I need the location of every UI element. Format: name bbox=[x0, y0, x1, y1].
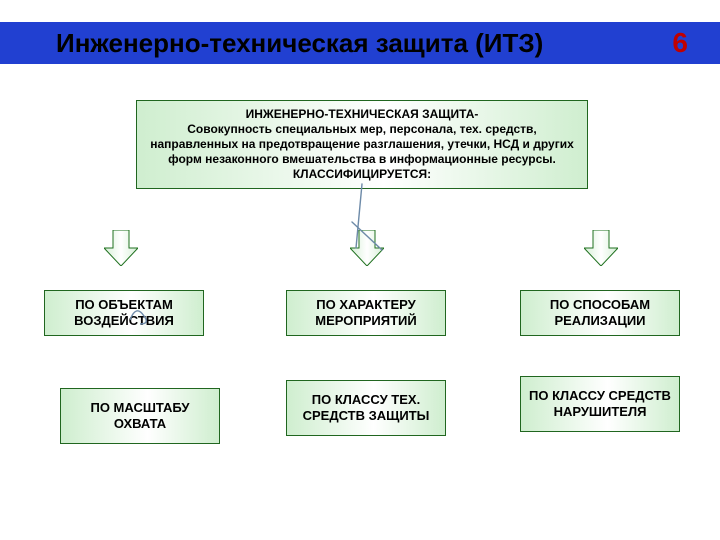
category-label: ПО СПОСОБАМ РЕАЛИЗАЦИИ bbox=[527, 297, 673, 328]
header-bar: Инженерно-техническая защита (ИТЗ) 6 bbox=[0, 22, 720, 64]
page-number: 6 bbox=[672, 22, 688, 64]
category-box-scale: ПО МАСШТАБУ ОХВАТА bbox=[60, 388, 220, 444]
definition-line: Совокупность специальных мер, персонала,… bbox=[145, 122, 579, 137]
down-arrow-icon bbox=[104, 230, 138, 266]
down-arrow-icon bbox=[584, 230, 618, 266]
category-label: ПО КЛАССУ ТЕХ. СРЕДСТВ ЗАЩИТЫ bbox=[293, 392, 439, 423]
definition-line: ИНЖЕНЕРНО-ТЕХНИЧЕСКАЯ ЗАЩИТА- bbox=[145, 107, 579, 122]
scribble-mark bbox=[130, 302, 156, 328]
category-label: ПО МАСШТАБУ ОХВАТА bbox=[67, 400, 213, 431]
category-label: ПО ХАРАКТЕРУ МЕРОПРИЯТИЙ bbox=[293, 297, 439, 328]
category-box-methods: ПО СПОСОБАМ РЕАЛИЗАЦИИ bbox=[520, 290, 680, 336]
definition-line: КЛАССИФИЦИРУЕТСЯ: bbox=[145, 167, 579, 182]
down-arrow-icon bbox=[350, 230, 384, 266]
category-box-objects: ПО ОБЪЕКТАМ ВОЗДЕЙСТВИЯ bbox=[44, 290, 204, 336]
category-label: ПО ОБЪЕКТАМ ВОЗДЕЙСТВИЯ bbox=[51, 297, 197, 328]
category-box-techclass: ПО КЛАССУ ТЕХ. СРЕДСТВ ЗАЩИТЫ bbox=[286, 380, 446, 436]
category-label: ПО КЛАССУ СРЕДСТВ НАРУШИТЕЛЯ bbox=[527, 388, 673, 419]
hand-lines bbox=[0, 0, 720, 540]
definition-line: направленных на предотвращение разглашен… bbox=[145, 137, 579, 152]
page-title: Инженерно-техническая защита (ИТЗ) bbox=[0, 28, 543, 59]
category-box-intruder: ПО КЛАССУ СРЕДСТВ НАРУШИТЕЛЯ bbox=[520, 376, 680, 432]
definition-box: ИНЖЕНЕРНО-ТЕХНИЧЕСКАЯ ЗАЩИТА- Совокупнос… bbox=[136, 100, 588, 189]
definition-line: форм незаконного вмешательства в информа… bbox=[145, 152, 579, 167]
category-box-nature: ПО ХАРАКТЕРУ МЕРОПРИЯТИЙ bbox=[286, 290, 446, 336]
